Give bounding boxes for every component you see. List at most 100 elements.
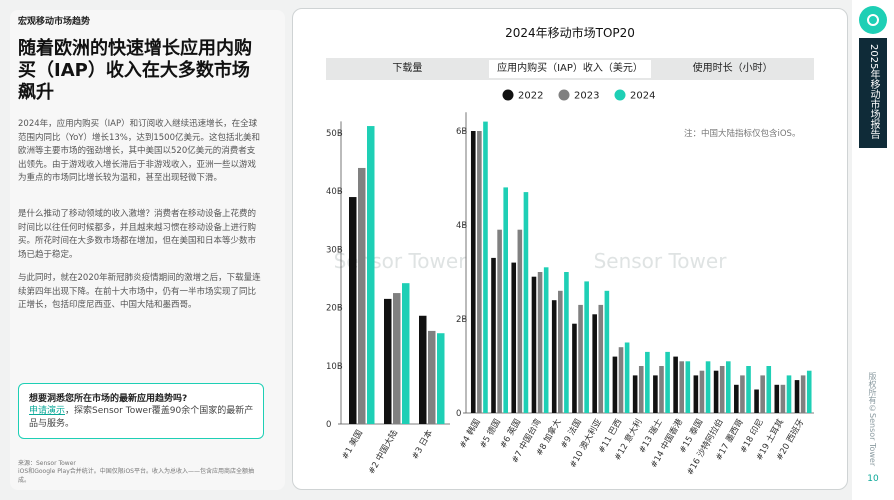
- callout: 想要洞悉您所在市场的最新应用趋势吗? 申请演示，探索Sensor Tower覆盖…: [18, 383, 264, 439]
- bar: [437, 333, 445, 424]
- bar: [754, 389, 759, 413]
- x-tick-label: #2 中国大陆: [366, 428, 400, 477]
- y-tick-label: 50B: [326, 129, 343, 139]
- bar: [604, 290, 610, 413]
- bar: [653, 375, 658, 413]
- footnote-source: 来源：Sensor Tower: [18, 460, 76, 467]
- bar: [578, 304, 583, 413]
- callout-body: 申请演示，探索Sensor Tower覆盖90余个国家的最新产品与服务。: [29, 405, 254, 431]
- bar: [543, 267, 549, 413]
- bar: [645, 351, 650, 413]
- bar: [673, 356, 678, 413]
- bar: [551, 300, 557, 413]
- bar: [705, 361, 711, 413]
- bar: [402, 283, 410, 424]
- y-tick-label: 30B: [326, 245, 343, 255]
- chart-note: 注：中国大陆指标仅包含iOS。: [684, 129, 801, 139]
- charts: Sensor Tower Sensor Tower 2022 2023 202401…: [326, 89, 814, 477]
- x-tick-label: #3 日本: [409, 428, 435, 462]
- bar: [428, 330, 436, 424]
- bar: [531, 276, 537, 413]
- bar: [734, 384, 739, 413]
- bar: [517, 229, 523, 413]
- bar: [746, 366, 751, 413]
- bar: [393, 293, 401, 424]
- callout-text: ，探索Sensor Tower覆盖90余个国家的最新产品与服务。: [29, 406, 254, 429]
- bar: [618, 347, 624, 413]
- bar: [367, 126, 375, 424]
- bar: [774, 384, 780, 413]
- bar: [786, 375, 792, 413]
- y-tick-label: 0: [456, 409, 461, 419]
- legend-label: 2024: [630, 91, 655, 102]
- bar: [470, 131, 476, 413]
- bar: [497, 229, 502, 413]
- footnote: iOS和Google Play合并统计。中国仅限iOS平台。收入为总收入——包含…: [18, 468, 254, 484]
- bar: [349, 197, 357, 424]
- bar: [800, 375, 806, 413]
- y-tick-label: 2B: [456, 315, 467, 325]
- tab-bar: 下载量 应用内购买（IAP）收入（美元） 使用时长（小时）: [326, 58, 814, 80]
- y-tick-label: 0: [326, 420, 331, 430]
- y-tick-label: 40B: [326, 187, 343, 197]
- copyright: 版权所有©Sensor Tower: [868, 372, 877, 467]
- bar: [794, 380, 800, 413]
- legend-swatch: [614, 89, 626, 101]
- chart-title: 2024年移动市场TOP20: [505, 26, 635, 40]
- bar: [598, 304, 604, 413]
- bar: [638, 366, 644, 413]
- bar: [713, 370, 719, 413]
- bar: [584, 281, 589, 413]
- y-tick-label: 4B: [456, 221, 467, 231]
- bar: [384, 298, 392, 424]
- paragraph: 与此同时，就在2020年新冠肺炎疫情期间的激增之后，下载量连续第四年出现下降。在…: [18, 273, 261, 310]
- paragraph: 2024年，应用内购买（IAP）和订阅收入继续迅速增长，在全球范围内同比（YoY…: [18, 119, 260, 183]
- y-tick-label: 20B: [326, 304, 343, 314]
- tab[interactable]: 下载量: [392, 63, 423, 74]
- bar: [358, 167, 366, 424]
- bar: [679, 361, 685, 413]
- bar: [760, 375, 765, 413]
- callout-title: 想要洞悉您所在市场的最新应用趋势吗?: [29, 394, 188, 404]
- bar: [665, 351, 670, 413]
- bar: [806, 370, 812, 413]
- legend-label: 2022: [518, 91, 543, 102]
- tab-active[interactable]: 应用内购买（IAP）收入（美元）: [488, 60, 652, 78]
- heading: 随着欧洲的快速增长应用内购买（IAP）收入在大多数市场飙升: [18, 38, 252, 103]
- bar: [699, 370, 705, 413]
- side-band: [859, 38, 887, 148]
- bar: [592, 314, 597, 413]
- logo-icon: [859, 6, 887, 34]
- bar: [766, 366, 772, 413]
- bar: [419, 315, 427, 424]
- bar: [719, 366, 725, 413]
- tab[interactable]: 使用时长（小时）: [692, 63, 773, 74]
- bar: [572, 323, 577, 413]
- demo-link[interactable]: 申请演示: [29, 406, 66, 416]
- bar: [659, 366, 664, 413]
- watermark: Sensor Tower: [594, 249, 728, 273]
- bar: [624, 342, 630, 413]
- bar: [537, 272, 543, 413]
- legend-swatch: [558, 89, 570, 101]
- bar: [503, 187, 509, 413]
- bar: [511, 262, 517, 413]
- x-tick-label: #1 美国: [339, 428, 365, 461]
- bar: [693, 375, 699, 413]
- bar: [780, 384, 786, 413]
- bar: [491, 257, 496, 413]
- bar: [558, 290, 563, 413]
- bar: [523, 192, 529, 413]
- legend-swatch: [502, 89, 514, 101]
- bar: [725, 361, 731, 413]
- bar: [564, 272, 569, 413]
- bar: [612, 356, 618, 413]
- page-number: 10: [867, 474, 879, 484]
- bar: [477, 131, 482, 413]
- report-title: 2025年移动市场报告: [868, 44, 879, 140]
- bar: [740, 375, 745, 413]
- bar: [483, 121, 488, 413]
- y-tick-label: 6B: [456, 127, 467, 137]
- bar: [685, 361, 691, 413]
